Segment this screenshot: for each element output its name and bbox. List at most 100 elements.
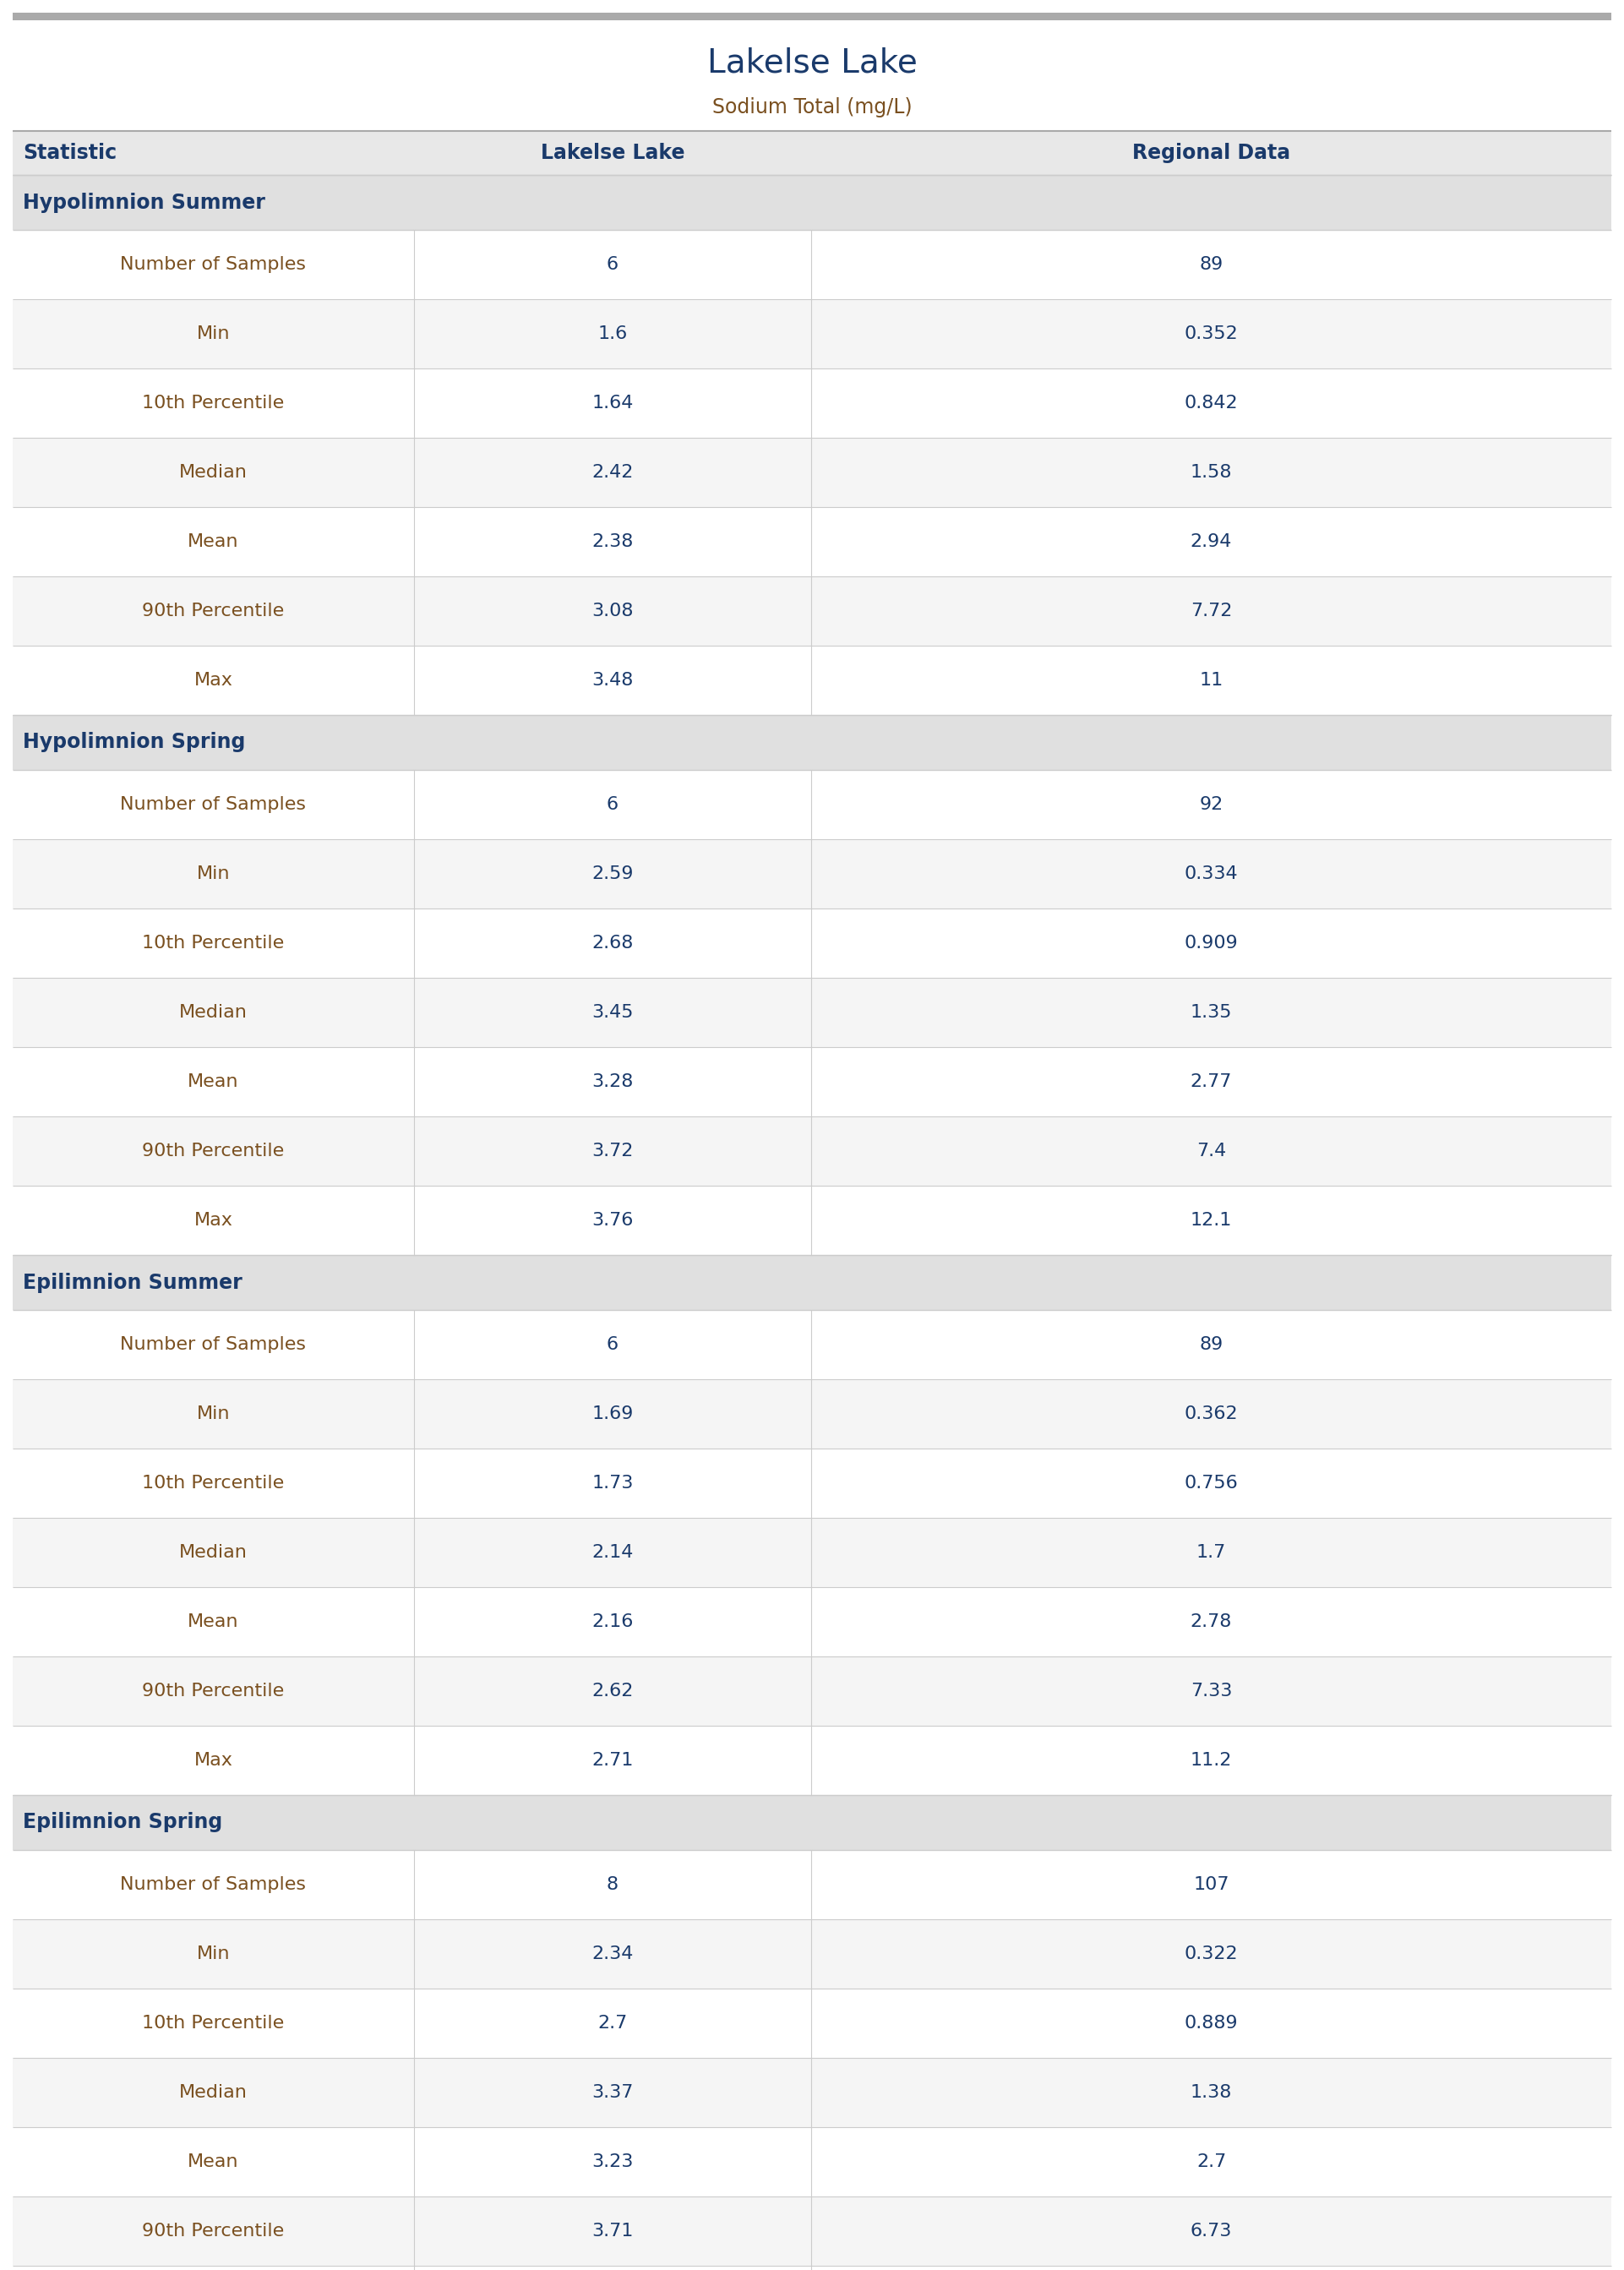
- Text: 11.2: 11.2: [1190, 1752, 1233, 1768]
- Bar: [13, 1587, 1611, 1657]
- Text: 0.756: 0.756: [1184, 1476, 1237, 1491]
- Bar: [13, 1850, 1611, 1918]
- Text: 92: 92: [1199, 797, 1223, 813]
- Text: 2.62: 2.62: [591, 1682, 633, 1700]
- Text: 2.77: 2.77: [1190, 1074, 1233, 1090]
- Text: 3.76: 3.76: [591, 1212, 633, 1228]
- Text: Min: Min: [197, 865, 231, 883]
- Text: 2.16: 2.16: [591, 1614, 633, 1630]
- Text: 1.35: 1.35: [1190, 1003, 1233, 1022]
- Bar: [13, 978, 1611, 1046]
- Text: Max: Max: [193, 1752, 232, 1768]
- Text: Number of Samples: Number of Samples: [120, 797, 307, 813]
- Bar: [13, 1255, 1611, 1310]
- Bar: [13, 1448, 1611, 1519]
- Text: Statistic: Statistic: [23, 143, 117, 163]
- Text: 7.72: 7.72: [1190, 602, 1233, 620]
- Text: Mean: Mean: [188, 2154, 239, 2170]
- Bar: [13, 840, 1611, 908]
- Text: 10th Percentile: 10th Percentile: [143, 2016, 284, 2032]
- Text: 2.78: 2.78: [1190, 1614, 1233, 1630]
- Bar: [13, 1989, 1611, 2059]
- Bar: [13, 770, 1611, 840]
- Bar: [13, 1918, 1611, 1989]
- Text: 0.352: 0.352: [1184, 325, 1237, 343]
- Text: 1.38: 1.38: [1190, 2084, 1233, 2102]
- Text: Min: Min: [197, 1945, 231, 1961]
- Bar: [13, 908, 1611, 978]
- Bar: [13, 1796, 1611, 1850]
- Bar: [13, 577, 1611, 645]
- Bar: [13, 1310, 1611, 1380]
- Text: Lakelse Lake: Lakelse Lake: [706, 48, 918, 79]
- Text: 0.842: 0.842: [1184, 395, 1237, 411]
- Text: Mean: Mean: [188, 533, 239, 549]
- Bar: [13, 2197, 1611, 2265]
- Bar: [13, 368, 1611, 438]
- Text: Sodium Total (mg/L): Sodium Total (mg/L): [711, 98, 913, 118]
- Text: Median: Median: [179, 1544, 247, 1562]
- Bar: [13, 2265, 1611, 2270]
- Text: Max: Max: [193, 1212, 232, 1228]
- Text: 2.71: 2.71: [591, 1752, 633, 1768]
- Bar: [13, 1046, 1611, 1117]
- Text: Hypolimnion Spring: Hypolimnion Spring: [23, 733, 245, 754]
- Text: Min: Min: [197, 1405, 231, 1423]
- Bar: [13, 132, 1611, 175]
- Text: 2.59: 2.59: [591, 865, 633, 883]
- Text: 2.38: 2.38: [591, 533, 633, 549]
- Bar: [13, 1657, 1611, 1725]
- Bar: [13, 715, 1611, 770]
- Text: 1.58: 1.58: [1190, 463, 1233, 481]
- Text: 11: 11: [1199, 672, 1223, 688]
- Bar: [13, 1117, 1611, 1185]
- Text: Number of Samples: Number of Samples: [120, 1337, 307, 1353]
- Text: 8: 8: [607, 1877, 619, 1893]
- Text: 2.94: 2.94: [1190, 533, 1233, 549]
- Text: 1.69: 1.69: [591, 1405, 633, 1423]
- Text: 0.362: 0.362: [1184, 1405, 1237, 1423]
- Bar: [13, 506, 1611, 577]
- Text: 2.7: 2.7: [1197, 2154, 1226, 2170]
- Text: 1.73: 1.73: [591, 1476, 633, 1491]
- Text: Hypolimnion Summer: Hypolimnion Summer: [23, 193, 265, 213]
- Text: 90th Percentile: 90th Percentile: [143, 1142, 284, 1160]
- Bar: [13, 2059, 1611, 2127]
- Text: 90th Percentile: 90th Percentile: [143, 2222, 284, 2240]
- Bar: [13, 175, 1611, 229]
- Text: 7.33: 7.33: [1190, 1682, 1233, 1700]
- Bar: [13, 645, 1611, 715]
- Text: 3.45: 3.45: [591, 1003, 633, 1022]
- Text: 89: 89: [1199, 257, 1223, 272]
- Text: Median: Median: [179, 1003, 247, 1022]
- Bar: [13, 1725, 1611, 1796]
- Text: 0.334: 0.334: [1184, 865, 1237, 883]
- Text: 3.28: 3.28: [591, 1074, 633, 1090]
- Text: Number of Samples: Number of Samples: [120, 257, 307, 272]
- Text: Epilimnion Spring: Epilimnion Spring: [23, 1811, 222, 1832]
- Bar: [13, 1380, 1611, 1448]
- Bar: [13, 1185, 1611, 1255]
- Text: 2.42: 2.42: [591, 463, 633, 481]
- Text: Max: Max: [193, 672, 232, 688]
- Text: 2.14: 2.14: [591, 1544, 633, 1562]
- Text: 1.7: 1.7: [1197, 1544, 1226, 1562]
- Text: 3.08: 3.08: [591, 602, 633, 620]
- Text: 3.48: 3.48: [591, 672, 633, 688]
- Bar: [13, 1519, 1611, 1587]
- Text: Lakelse Lake: Lakelse Lake: [541, 143, 685, 163]
- Bar: [13, 2127, 1611, 2197]
- Text: Median: Median: [179, 2084, 247, 2102]
- Text: 6: 6: [607, 797, 619, 813]
- Text: 89: 89: [1199, 1337, 1223, 1353]
- Text: 3.23: 3.23: [591, 2154, 633, 2170]
- Text: Regional Data: Regional Data: [1132, 143, 1291, 163]
- Text: 2.7: 2.7: [598, 2016, 627, 2032]
- Text: 3.37: 3.37: [591, 2084, 633, 2102]
- Text: 0.909: 0.909: [1184, 935, 1237, 951]
- Text: Epilimnion Summer: Epilimnion Summer: [23, 1271, 242, 1292]
- Text: 3.72: 3.72: [591, 1142, 633, 1160]
- Text: 90th Percentile: 90th Percentile: [143, 1682, 284, 1700]
- Bar: [13, 300, 1611, 368]
- Text: 12.1: 12.1: [1190, 1212, 1233, 1228]
